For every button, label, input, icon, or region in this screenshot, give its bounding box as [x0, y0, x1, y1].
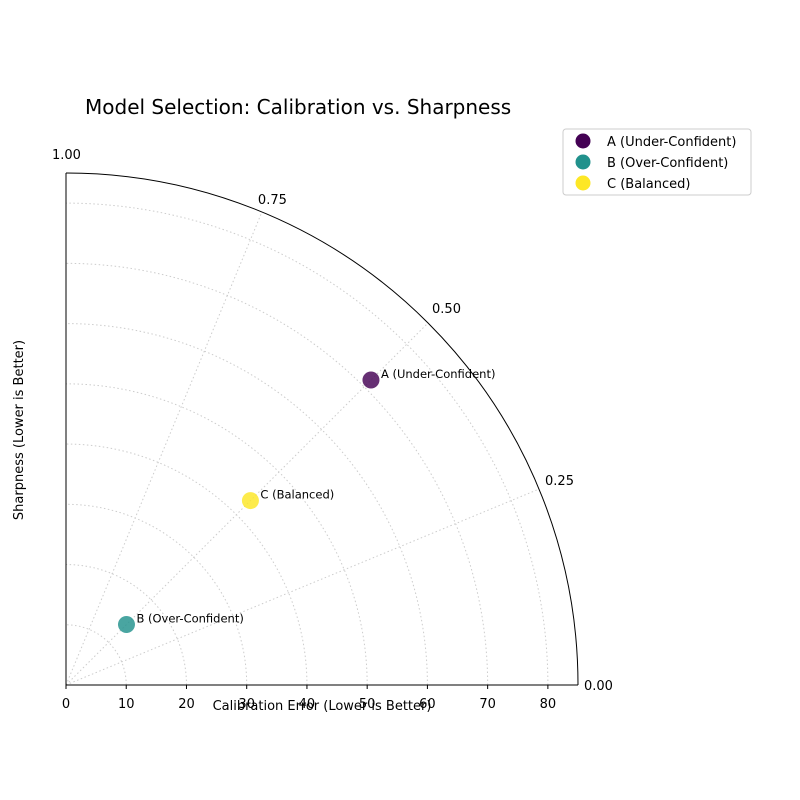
data-point-label: A (Under-Confident)	[381, 367, 496, 381]
legend-entry-label: C (Balanced)	[607, 177, 690, 192]
radial-tick-label: 0	[62, 697, 70, 712]
legend-marker	[575, 175, 591, 191]
data-point	[241, 492, 259, 510]
legend-entry-label: A (Under-Confident)	[607, 135, 736, 150]
chart-title: Model Selection: Calibration vs. Sharpne…	[85, 95, 511, 119]
radial-gridline	[65, 323, 428, 686]
legend: A (Under-Confident) B (Over-Confident) C (…	[562, 128, 752, 196]
data-point-label: B (Over-Confident)	[136, 612, 243, 626]
angular-tick-label: 0.25	[545, 474, 574, 489]
outer-arc	[65, 172, 579, 686]
radial-tick-label: 60	[419, 697, 436, 712]
data-point-label: C (Balanced)	[260, 488, 334, 502]
angular-tick-label: 0.75	[258, 193, 287, 208]
axes: 0 10 20 30 40 50 60 70 80 0.00 0.25 0.50 0.75 1.00	[52, 148, 613, 712]
angular-gridline	[65, 488, 540, 686]
legend-entry-label: B (Over-Confident)	[607, 156, 728, 171]
data-points: A (Under-Confident) B (Over-Confident) C (…	[117, 367, 496, 634]
radial-tick-label: 70	[479, 697, 496, 712]
y-axis-label: Sharpness (Lower is Better)	[12, 340, 27, 520]
radial-tick-label: 30	[238, 697, 255, 712]
radial-tick-label: 40	[299, 697, 316, 712]
data-point	[117, 616, 135, 634]
radial-gridline	[65, 443, 308, 686]
angular-tick-label: 0.50	[432, 302, 461, 317]
angular-tick-label: 1.00	[52, 148, 81, 163]
legend-frame	[562, 128, 752, 196]
data-point	[362, 371, 380, 389]
legend-marker	[575, 133, 591, 149]
radial-tick-label: 10	[118, 697, 135, 712]
radial-tick-label: 50	[359, 697, 376, 712]
radial-tick-label: 20	[178, 697, 195, 712]
radial-tick-label: 80	[540, 697, 557, 712]
radial-gridline	[65, 503, 248, 686]
legend-marker	[575, 154, 591, 170]
angular-gridline	[65, 211, 263, 686]
angular-tick-label: 0.00	[584, 679, 613, 694]
x-axis-label: Calibration Error (Lower is Better)	[213, 699, 432, 714]
